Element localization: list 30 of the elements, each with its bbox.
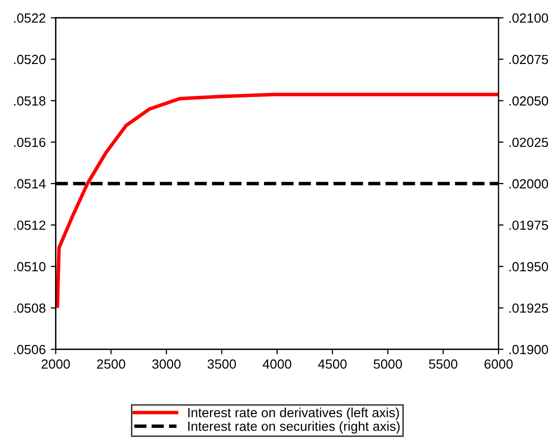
y2-tick-label: .02000 — [509, 179, 548, 188]
legend-label: Interest rate on derivatives (left axis) — [188, 408, 399, 420]
y2-tick-label: .02100 — [509, 13, 548, 23]
y-tick-label: .0508 — [14, 303, 46, 313]
x-tick-label: 3000 — [152, 359, 181, 369]
x-tick-label: 5500 — [429, 359, 458, 369]
y-tick-label: .0510 — [14, 262, 46, 272]
y2-tick-label: .02075 — [509, 54, 548, 64]
x-tick-label: 2500 — [97, 359, 126, 369]
y-tick-label: .0522 — [14, 13, 46, 23]
x-tick-label: 2000 — [42, 359, 70, 369]
y2-tick-label: .01950 — [509, 262, 548, 272]
y-tick-label: .0514 — [14, 179, 46, 188]
x-tick-label: 4500 — [318, 359, 347, 369]
y-tick-label: .0518 — [14, 96, 46, 106]
y-tick-label: .0506 — [14, 344, 46, 354]
x-tick-label: 4000 — [262, 359, 292, 369]
y2-tick-label: .01925 — [509, 303, 548, 313]
x-tick-label: 5000 — [374, 359, 402, 369]
line-series — [56, 92, 499, 310]
legend-label: Interest rate on securities (right axis) — [188, 421, 400, 434]
y2-tick-label: .02025 — [509, 138, 548, 148]
y2-tick-label: .01900 — [509, 344, 548, 354]
y2-tick-label: .01975 — [509, 220, 548, 230]
y-tick-label: .0512 — [14, 220, 46, 230]
x-tick-label: 3500 — [208, 359, 236, 369]
y-tick-label: .0516 — [14, 138, 46, 148]
x-tick-label: 6000 — [484, 359, 513, 369]
y2-tick-label: .02050 — [509, 96, 548, 106]
y-tick-label: .0520 — [14, 54, 46, 64]
